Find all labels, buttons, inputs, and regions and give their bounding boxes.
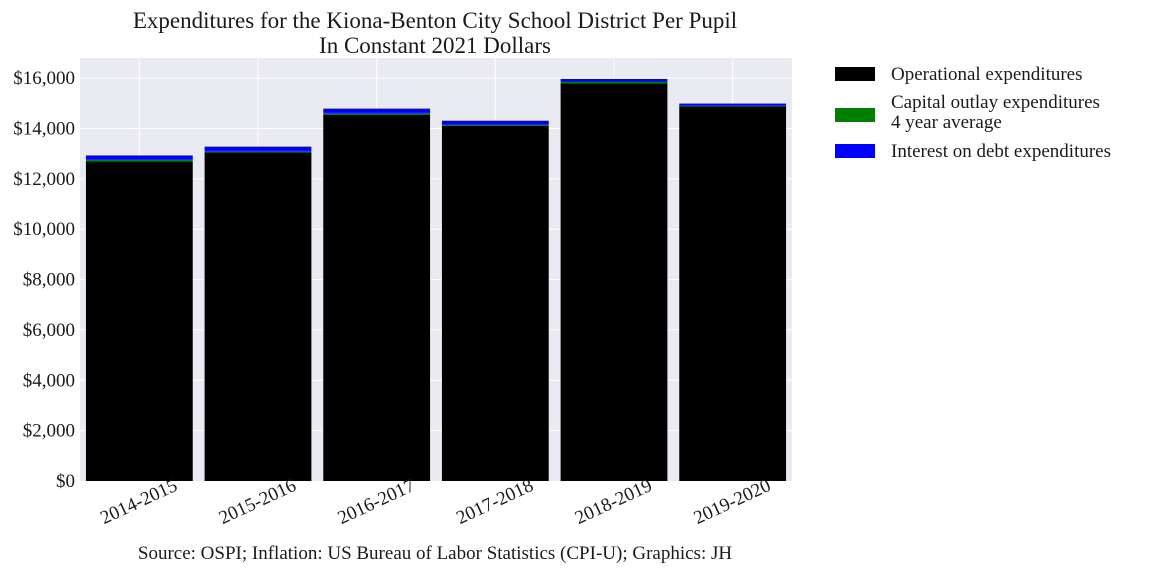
x-tick-label: 2019-2020 <box>691 475 774 529</box>
y-tick-label: $14,000 <box>13 119 75 140</box>
legend-label-interest: Interest on debt expenditures <box>891 141 1112 162</box>
y-axis-ticks: $0 $2,000 $4,000 $6,000 $8,000 $10,000 $12,000… <box>13 68 75 492</box>
legend-swatch-capital <box>835 108 875 122</box>
bar-operational-2015-2016 <box>204 152 312 481</box>
bar-interest-2019-2020 <box>679 103 787 106</box>
y-tick-label: $10,000 <box>13 219 75 240</box>
x-axis-ticks: 2014-2015 2015-2016 2016-2017 2017-2018 2018… <box>97 475 774 529</box>
x-tick-label: 2016-2017 <box>335 475 418 529</box>
x-tick-label: 2014-2015 <box>97 475 180 529</box>
legend-swatch-interest <box>835 144 875 158</box>
bar-operational-2014-2015 <box>85 161 193 481</box>
source-note: Source: OSPI; Inflation: US Bureau of La… <box>137 543 733 564</box>
legend-swatch-operational <box>835 67 875 81</box>
y-tick-label: $0 <box>56 471 75 492</box>
bar-interest-2016-2017 <box>323 108 431 113</box>
bar-operational-2018-2019 <box>560 83 668 481</box>
y-tick-label: $6,000 <box>23 320 75 341</box>
chart-title: Expenditures for the Kiona-Benton City S… <box>132 8 738 33</box>
x-tick-label: 2015-2016 <box>216 475 299 529</box>
bar-interest-2015-2016 <box>204 146 312 151</box>
bar-capital-2014-2015 <box>85 159 193 162</box>
bar-operational-2016-2017 <box>323 114 431 481</box>
bar-operational-2017-2018 <box>441 125 549 481</box>
x-tick-label: 2017-2018 <box>453 475 536 529</box>
chart-subtitle: In Constant 2021 Dollars <box>319 33 551 58</box>
legend-label-capital: Capital outlay expenditures <box>891 92 1100 113</box>
bar-capital-2015-2016 <box>204 150 312 153</box>
bar-capital-2018-2019 <box>560 81 668 84</box>
y-tick-label: $2,000 <box>23 421 75 442</box>
bar-interest-2014-2015 <box>85 155 193 160</box>
bars <box>85 78 787 481</box>
bar-capital-2016-2017 <box>323 112 431 115</box>
bar-interest-2017-2018 <box>441 120 549 125</box>
legend-label-operational: Operational expenditures <box>891 64 1083 85</box>
legend-label-capital-line2: 4 year average <box>891 112 1002 133</box>
x-tick-label: 2018-2019 <box>572 475 655 529</box>
bar-capital-2017-2018 <box>441 124 549 126</box>
bar-interest-2018-2019 <box>560 78 668 82</box>
y-tick-label: $8,000 <box>23 270 75 291</box>
y-tick-label: $4,000 <box>23 370 75 391</box>
bar-capital-2019-2020 <box>679 105 787 107</box>
y-tick-label: $16,000 <box>13 68 75 89</box>
y-tick-label: $12,000 <box>13 169 75 190</box>
bar-operational-2019-2020 <box>679 106 787 481</box>
